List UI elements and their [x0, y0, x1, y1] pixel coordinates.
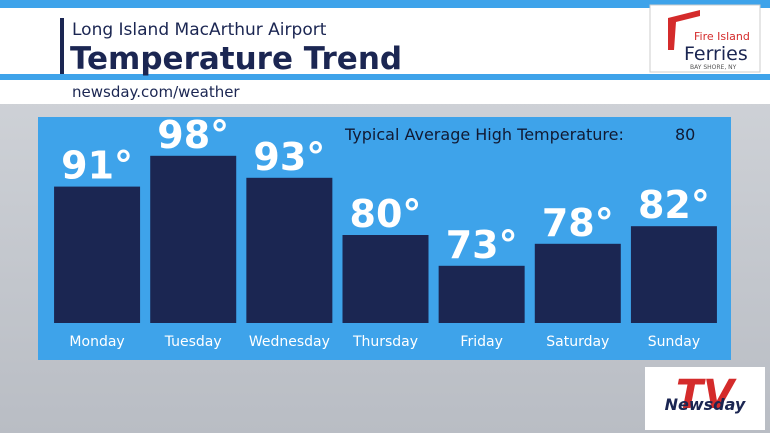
bar	[150, 155, 237, 323]
header-panel	[0, 8, 770, 74]
x-tick-label: Saturday	[546, 334, 609, 350]
brand-name: Newsday	[665, 395, 746, 414]
x-tick-label: Thursday	[352, 334, 418, 350]
value-label: 91°	[61, 144, 133, 188]
annotation-label: Typical Average High Temperature:	[344, 125, 624, 144]
value-label: 73°	[446, 223, 518, 267]
value-label: 80°	[350, 192, 422, 236]
bar	[54, 186, 141, 323]
brand-mark: TV	[676, 372, 737, 418]
brand-logo	[645, 367, 765, 430]
x-tick-label: Wednesday	[249, 334, 330, 350]
sponsor-line2: Ferries	[684, 43, 748, 65]
x-tick-label: Sunday	[648, 334, 700, 350]
value-label: 93°	[253, 135, 325, 179]
bar	[246, 177, 333, 323]
sponsor-line3: BAY SHORE, NY	[690, 64, 737, 71]
value-label: 98°	[157, 113, 229, 157]
x-tick-label: Tuesday	[164, 334, 222, 350]
sponsor-icon	[668, 10, 700, 50]
sponsor-line1: Fire Island	[694, 30, 750, 43]
plot: Monday 91° Tuesday 98° Wednesday 93° Thursday 8…	[54, 113, 717, 350]
bar	[342, 235, 429, 323]
header-accent	[60, 18, 64, 74]
bar	[534, 243, 621, 323]
value-label: 78°	[542, 201, 614, 245]
x-tick-label: Monday	[69, 334, 124, 350]
annotation-value: 80	[675, 125, 695, 144]
title: Temperature Trend	[70, 41, 402, 77]
bar	[438, 265, 525, 323]
source: newsday.com/weather	[72, 83, 240, 101]
subtitle: Long Island MacArthur Airport	[72, 20, 327, 40]
value-label: 82°	[638, 183, 710, 227]
bar	[630, 226, 717, 323]
x-tick-label: Friday	[460, 334, 502, 350]
source-band	[0, 80, 770, 104]
